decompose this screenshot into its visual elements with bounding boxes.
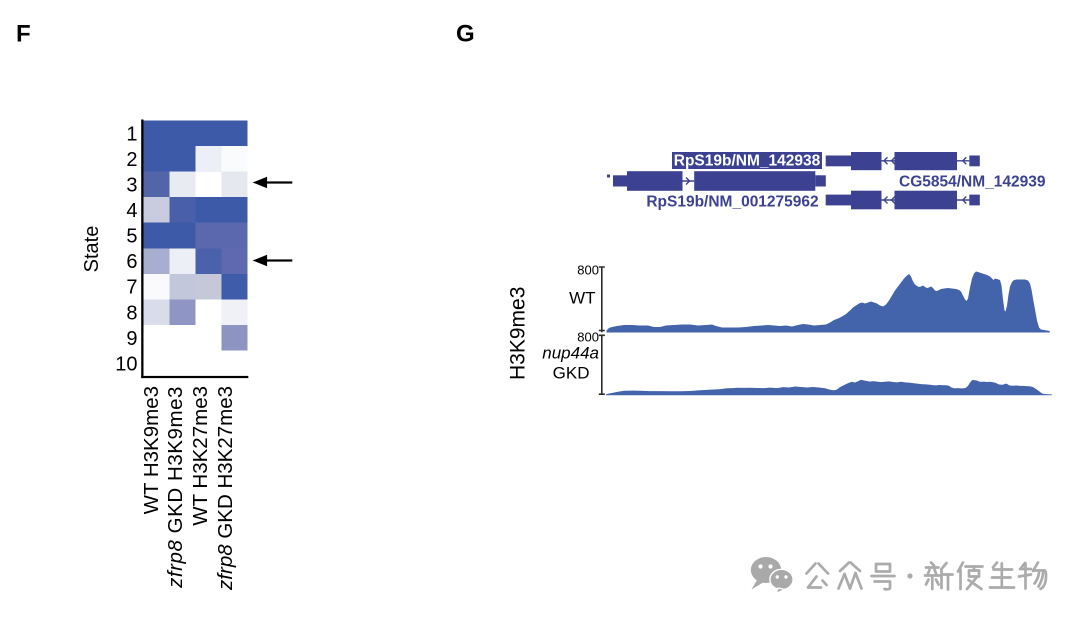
svg-text:RpS19b/NM_001275962: RpS19b/NM_001275962 xyxy=(646,194,818,211)
svg-text:10: 10 xyxy=(115,353,137,375)
svg-text:3: 3 xyxy=(126,175,137,197)
svg-text:7: 7 xyxy=(126,277,137,299)
svg-text:H3K9me3: H3K9me3 xyxy=(507,287,530,380)
svg-text:5: 5 xyxy=(126,226,137,248)
svg-text:WT H3K9me3: WT H3K9me3 xyxy=(140,386,163,514)
svg-text:1: 1 xyxy=(126,124,137,146)
svg-text:800: 800 xyxy=(577,330,599,345)
svg-text:WT H3K27me3: WT H3K27me3 xyxy=(189,386,212,526)
svg-text:9: 9 xyxy=(126,328,137,350)
svg-text:GKD: GKD xyxy=(553,364,590,383)
svg-text:F: F xyxy=(16,21,31,48)
svg-text:4: 4 xyxy=(126,200,137,222)
svg-text:State: State xyxy=(81,226,103,273)
svg-text:6: 6 xyxy=(126,251,137,273)
svg-text:CG5854/NM_142939: CG5854/NM_142939 xyxy=(899,174,1046,191)
svg-text:800: 800 xyxy=(577,262,599,277)
svg-text:G: G xyxy=(456,21,475,48)
svg-text:8: 8 xyxy=(126,302,137,324)
svg-text:RpS19b/NM_142938: RpS19b/NM_142938 xyxy=(674,153,821,170)
svg-text:zfrp8 GKD H3K9me3: zfrp8 GKD H3K9me3 xyxy=(164,386,187,589)
svg-text:nup44a: nup44a xyxy=(542,344,599,363)
svg-text:2: 2 xyxy=(126,149,137,171)
svg-text:zfrp8 GKD H3K27me3: zfrp8 GKD H3K27me3 xyxy=(214,386,237,591)
svg-text:WT: WT xyxy=(569,289,595,308)
